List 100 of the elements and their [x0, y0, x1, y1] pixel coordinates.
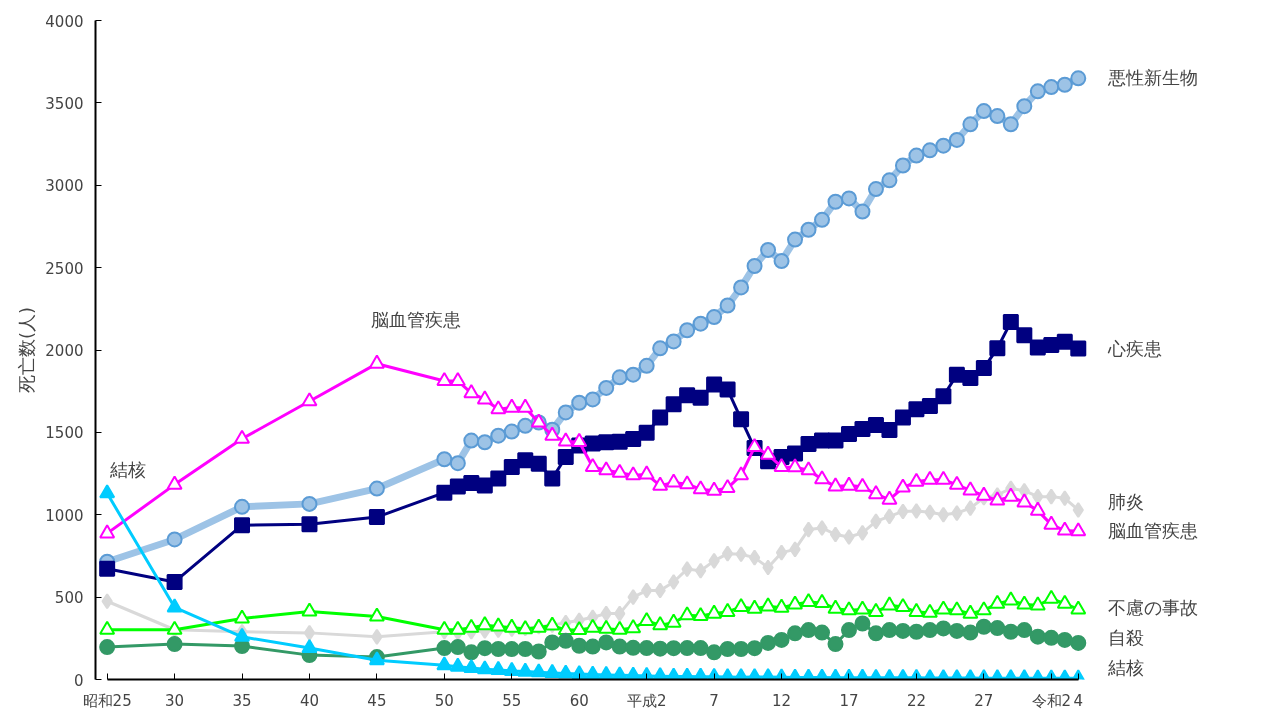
point: [571, 432, 588, 447]
point: [708, 552, 720, 569]
point: [1016, 98, 1033, 115]
point: [881, 490, 898, 505]
x-tick-label: 35: [232, 691, 252, 710]
point: [735, 546, 747, 563]
point: [894, 478, 911, 493]
point: [962, 624, 979, 641]
x-tick-label: 22: [906, 691, 926, 710]
point: [681, 561, 693, 578]
point: [1002, 313, 1019, 330]
point: [800, 221, 817, 238]
point: [789, 541, 801, 558]
point: [760, 445, 777, 460]
point: [234, 517, 251, 534]
point: [921, 622, 938, 639]
point: [827, 477, 844, 492]
point: [449, 620, 466, 635]
point: [733, 466, 750, 481]
point: [571, 394, 588, 411]
point: [1029, 628, 1046, 645]
point: [800, 461, 817, 476]
point: [490, 617, 507, 632]
series-label: 肺炎: [1108, 490, 1145, 512]
point: [948, 601, 965, 616]
point: [924, 504, 936, 521]
point: [625, 466, 642, 481]
point: [503, 458, 520, 475]
point: [638, 465, 655, 480]
point: [584, 638, 601, 655]
point: [530, 643, 547, 660]
point: [1016, 595, 1033, 610]
point: [733, 641, 750, 658]
point: [571, 620, 588, 636]
point: [600, 605, 612, 622]
point: [854, 615, 871, 632]
point: [463, 384, 480, 399]
point: [1029, 83, 1046, 100]
point: [679, 640, 696, 657]
point: [571, 637, 588, 654]
point: [951, 505, 963, 522]
point: [679, 387, 696, 404]
point: [371, 628, 383, 645]
point: [800, 622, 817, 639]
point: [99, 560, 116, 577]
point: [829, 526, 842, 543]
point: [652, 340, 669, 357]
point: [101, 593, 113, 610]
point: [463, 618, 480, 633]
point: [166, 475, 183, 490]
point: [908, 401, 925, 418]
y-axis-title: 死亡数(人): [16, 306, 38, 394]
point: [166, 636, 183, 653]
point: [908, 472, 925, 487]
point: [584, 457, 601, 473]
point: [840, 190, 857, 207]
point: [301, 392, 318, 407]
point: [436, 640, 453, 657]
annotation: 結核: [108, 458, 146, 480]
point: [490, 660, 507, 675]
point: [1045, 488, 1057, 505]
point: [840, 476, 857, 491]
point: [1070, 634, 1087, 651]
point: [436, 620, 453, 635]
point: [436, 484, 453, 501]
point: [449, 657, 466, 672]
series-label: 自殺: [1108, 626, 1145, 648]
point: [1056, 631, 1073, 648]
point: [1043, 337, 1060, 354]
point: [894, 597, 911, 613]
point: [908, 147, 925, 164]
point: [234, 429, 251, 444]
point: [935, 388, 952, 405]
point: [719, 641, 736, 658]
point: [870, 513, 882, 530]
point: [544, 426, 561, 441]
point: [1002, 623, 1019, 640]
x-tick-label: 7: [709, 691, 719, 710]
point: [1043, 589, 1060, 604]
point: [436, 371, 453, 387]
x-tick-label: 55: [502, 691, 522, 710]
point: [476, 640, 493, 657]
y-tick-label: 500: [54, 589, 84, 608]
point: [894, 157, 911, 174]
point: [503, 661, 520, 676]
point: [1016, 327, 1033, 344]
point: [748, 549, 761, 566]
point: [611, 369, 628, 386]
point: [867, 181, 884, 198]
point: [908, 623, 925, 640]
point: [733, 279, 750, 296]
point: [476, 390, 493, 405]
point: [719, 381, 736, 398]
point: [598, 634, 615, 651]
point: [856, 524, 869, 541]
point: [854, 421, 871, 438]
point: [490, 470, 507, 487]
point: [935, 137, 952, 154]
point: [840, 622, 857, 639]
point: [989, 491, 1006, 506]
